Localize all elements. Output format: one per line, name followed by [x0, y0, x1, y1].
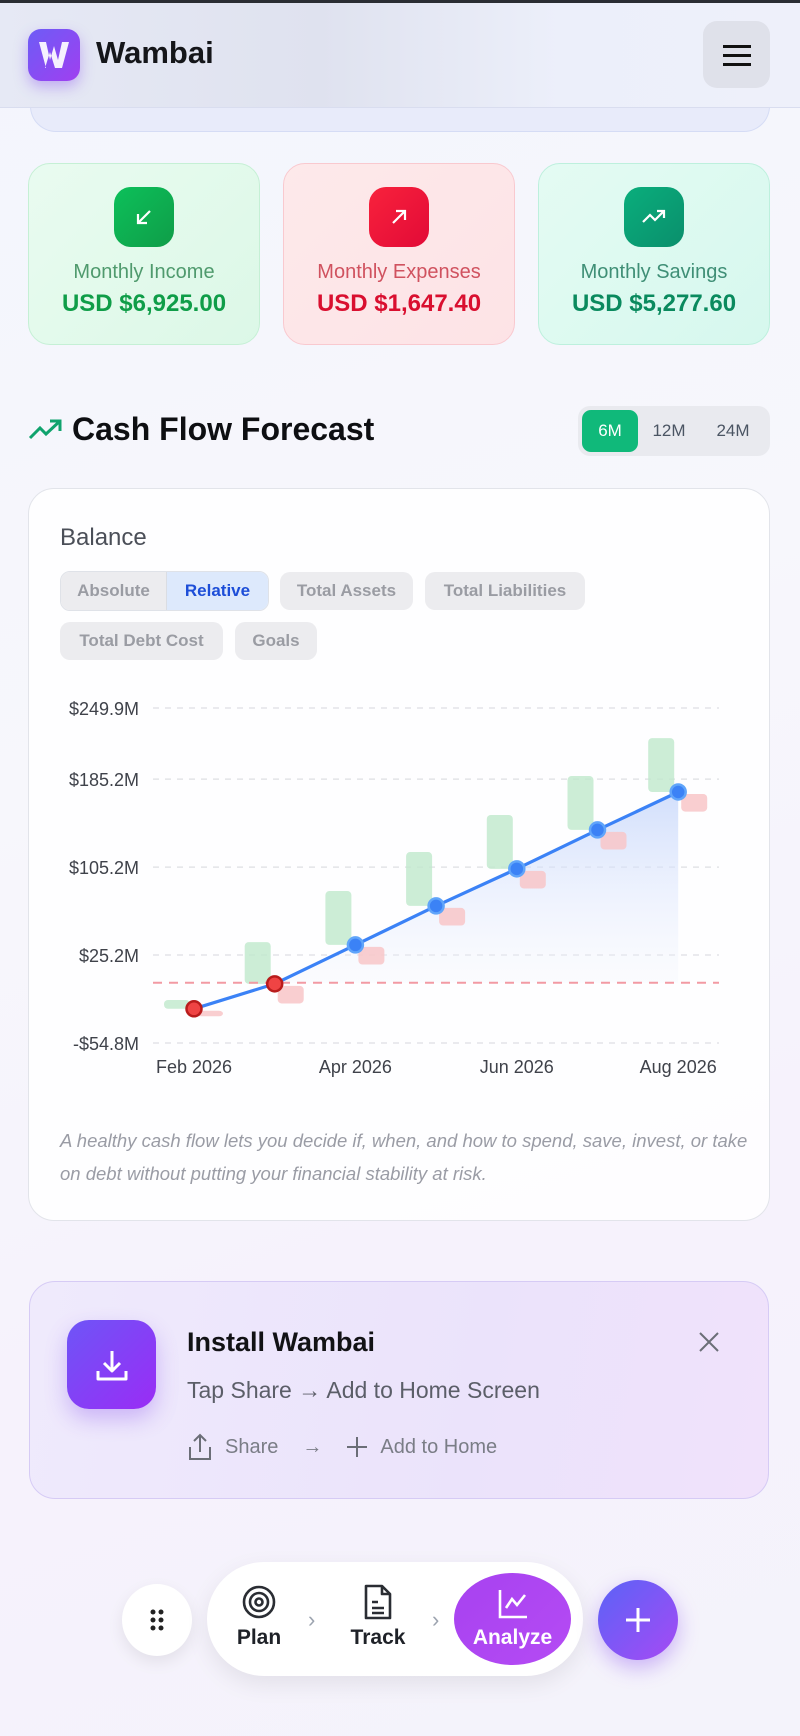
y-tick-label: $185.2M: [69, 770, 139, 790]
balance-point: [588, 821, 607, 839]
balance-point: [669, 783, 687, 801]
plus-icon: [626, 1608, 650, 1632]
menu-button[interactable]: [703, 21, 770, 88]
target-icon: [242, 1585, 276, 1619]
stat-label: Monthly Savings: [580, 261, 728, 283]
balance-point: [508, 860, 526, 878]
mode-absolute[interactable]: Absolute: [61, 572, 167, 610]
install-title: Install Wambai: [187, 1327, 376, 1357]
income-bar: [244, 942, 271, 984]
chart-line-icon: [498, 1590, 527, 1619]
nav-analyze[interactable]: Analyze: [454, 1573, 571, 1665]
share-icon: [189, 1433, 211, 1460]
install-steps: Share → Add to Home: [187, 1433, 497, 1461]
arrow-up-right-icon: [369, 187, 429, 247]
status-bar: [0, 0, 800, 3]
income-bar: [648, 738, 675, 792]
filter-goals[interactable]: Goals: [235, 622, 317, 660]
balance-point: [346, 936, 365, 954]
nav-label: Plan: [236, 1626, 282, 1649]
section-title: Cash Flow Forecast: [72, 411, 375, 447]
y-tick-label: $105.2M: [69, 858, 139, 878]
trending-up-icon: [624, 187, 684, 247]
logo-w-icon: [39, 42, 69, 68]
income-bar: [567, 776, 594, 830]
plus-icon: [347, 1437, 368, 1457]
nav-plan[interactable]: Plan: [230, 1584, 288, 1650]
mode-relative[interactable]: Relative: [167, 572, 268, 610]
nav-track[interactable]: Track: [345, 1584, 411, 1650]
stat-card-savings: Monthly Savings USD $5,277.60: [538, 163, 770, 345]
expense-bar: [519, 870, 546, 889]
range-6m[interactable]: 6M: [582, 410, 638, 452]
nav-label: Track: [350, 1626, 406, 1649]
app-header: [0, 3, 800, 108]
chart-title: Balance: [60, 524, 147, 551]
mode-toggle: Absolute Relative: [60, 571, 269, 611]
more-button[interactable]: [122, 1584, 192, 1656]
income-bar: [164, 1000, 190, 1009]
expense-bar: [358, 946, 385, 965]
nav-label: Analyze: [472, 1626, 553, 1649]
range-selector: 6M 12M 24M: [578, 406, 770, 456]
chevron-right-icon: ›: [432, 1607, 440, 1632]
wambai-logo[interactable]: [28, 29, 80, 81]
range-12m[interactable]: 12M: [652, 421, 686, 440]
arrow-down-left-icon: [114, 187, 174, 247]
stat-value: USD $6,925.00: [61, 290, 227, 317]
y-tick-label: -$54.8M: [73, 1034, 139, 1054]
filter-total-debt-cost[interactable]: Total Debt Cost: [60, 622, 223, 660]
hamburger-icon: [722, 44, 751, 66]
x-tick-label: Apr 2026: [319, 1057, 392, 1077]
balance-chart: $249.9M $185.2M $105.2M $25.2M -$54.8M Feb 20…: [69, 699, 719, 1077]
download-icon: [67, 1320, 156, 1409]
balance-point: [185, 1000, 203, 1018]
arrow-separator: →: [302, 1435, 323, 1458]
expense-bar: [277, 985, 304, 1004]
stat-card-income: Monthly Income USD $6,925.00: [28, 163, 260, 345]
filter-total-liabilities[interactable]: Total Liabilities: [425, 572, 585, 610]
expense-bar: [681, 793, 708, 812]
share-label: Share: [225, 1435, 279, 1458]
expense-bar: [197, 1010, 223, 1017]
stat-card-expenses: Monthly Expenses USD $1,647.40: [283, 163, 515, 345]
stat-label: Monthly Expenses: [317, 261, 481, 283]
document-icon: [364, 1584, 392, 1620]
balance-point: [427, 897, 445, 915]
stat-label: Monthly Income: [73, 261, 215, 283]
trending-up-icon: [28, 419, 62, 440]
x-tick-label: Aug 2026: [640, 1057, 717, 1077]
expense-bar: [439, 907, 466, 926]
install-subtitle: Tap Share → Add to Home Screen: [187, 1377, 540, 1403]
filter-total-assets[interactable]: Total Assets: [280, 572, 413, 610]
close-icon[interactable]: [697, 1330, 721, 1354]
balance-point: [265, 975, 284, 993]
add-to-home-label: Add to Home: [380, 1435, 498, 1458]
x-tick-label: Feb 2026: [156, 1057, 232, 1077]
y-tick-label: $249.9M: [69, 699, 139, 719]
stat-value: USD $5,277.60: [571, 290, 737, 317]
brand-name: Wambai: [96, 35, 214, 70]
range-24m[interactable]: 24M: [716, 421, 750, 440]
y-tick-label: $25.2M: [79, 946, 139, 966]
grip-dots-icon: [150, 1609, 164, 1631]
stat-value: USD $1,647.40: [316, 290, 482, 317]
income-bar: [406, 852, 433, 906]
expense-bar: [600, 831, 627, 850]
chart-caption: A healthy cash flow lets you decide if, …: [60, 1130, 748, 1184]
chevron-right-icon: ›: [308, 1607, 316, 1632]
x-tick-label: Jun 2026: [480, 1057, 554, 1077]
income-bar: [325, 891, 352, 945]
income-bar: [486, 814, 513, 869]
add-button[interactable]: [598, 1580, 678, 1660]
